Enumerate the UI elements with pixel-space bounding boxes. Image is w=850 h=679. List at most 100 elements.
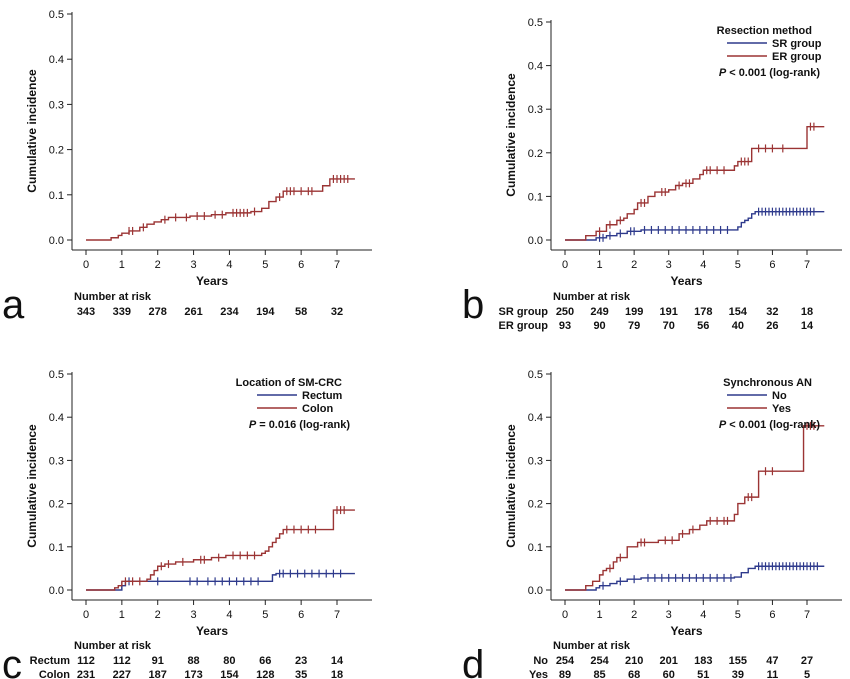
p-value-label: P < 0.001 (log-rank) [719, 67, 821, 79]
risk-row-label: Rectum [30, 655, 71, 667]
risk-table-cell: 191 [660, 306, 678, 318]
x-tick-label: 4 [226, 259, 232, 271]
x-tick-label: 5 [735, 259, 741, 271]
y-tick-label: 0.1 [49, 542, 64, 554]
risk-table-cell: 339 [113, 306, 131, 318]
risk-table-title: Number at risk [553, 291, 631, 303]
panel-a: 0.00.10.20.30.40.50 1 2 3 4 5 6 7YearsCumulativ… [2, 9, 372, 327]
risk-table-cell: 199 [625, 306, 643, 318]
series-line-1 [565, 210, 825, 241]
y-tick-label: 0.4 [49, 54, 64, 66]
y-tick-label: 0.4 [528, 61, 543, 73]
risk-table-cell: 56 [697, 320, 709, 332]
y-axis-title: Cumulative incidence [25, 424, 39, 548]
risk-table-cell: 14 [331, 655, 344, 667]
x-tick-label: 6 [298, 259, 304, 271]
x-tick-label: 2 [155, 609, 161, 621]
panel-d: 0.0 0.1 0.2 0.3 0.4 0.5 0 1 2 3 4 5 6 7 Years Cumulativ… [462, 369, 842, 679]
x-tick-label: 3 [191, 609, 197, 621]
risk-table-cell: 128 [256, 669, 274, 679]
y-tick-label: 0.4 [528, 412, 543, 424]
series-line-2 [565, 125, 825, 241]
legend-item-label: SR group [772, 38, 822, 50]
risk-table-cell: 261 [184, 306, 202, 318]
x-tick-label: 2 [155, 259, 161, 271]
x-axis-title: Years [196, 274, 228, 288]
risk-table-title: Number at risk [553, 640, 631, 652]
risk-table-cell: 254 [590, 655, 609, 667]
risk-table-cell: 66 [259, 655, 271, 667]
risk-table-cell: 254 [556, 655, 575, 667]
panel-c: 0.00.10.20.30.40.50 1 2 3 4 5 6 7YearsCumulativ… [2, 369, 372, 679]
series-line-1 [86, 178, 355, 241]
x-tick-label: 2 [631, 259, 637, 271]
risk-table-cell: 154 [729, 306, 748, 318]
risk-table-cell: 70 [663, 320, 675, 332]
risk-table-cell: 278 [149, 306, 167, 318]
y-tick-label: 0.1 [49, 190, 64, 202]
legend-title: Location of SM-CRC [236, 377, 342, 389]
risk-table-cell: 51 [697, 669, 709, 679]
y-axis-title: Cumulative incidence [504, 424, 518, 548]
series-line-1 [565, 565, 825, 591]
risk-table-title: Number at risk [74, 640, 152, 652]
x-tick-label: 6 [769, 259, 775, 271]
y-tick-label: 0.3 [49, 455, 64, 467]
risk-table-cell: 343 [77, 306, 95, 318]
x-axis-title: Years [670, 624, 702, 638]
x-tick-label: 0 [562, 259, 568, 271]
risk-table-cell: 93 [559, 320, 571, 332]
risk-table-cell: 187 [149, 669, 167, 679]
legend-title: Resection method [717, 25, 812, 37]
risk-table-cell: 88 [187, 655, 199, 667]
risk-table-cell: 68 [628, 669, 640, 679]
x-axis-title: Years [670, 274, 702, 288]
risk-table-cell: 11 [767, 669, 779, 679]
risk-table-cell: 40 [732, 320, 744, 332]
p-value-label: P = 0.016 (log-rank) [249, 419, 351, 431]
risk-table-cell: 35 [295, 669, 307, 679]
risk-table-cell: 194 [256, 306, 275, 318]
series-line-2 [565, 425, 825, 591]
risk-table-cell: 23 [295, 655, 307, 667]
risk-table-cell: 90 [593, 320, 605, 332]
x-tick-label: 6 [769, 609, 775, 621]
legend-item-label: ER group [772, 51, 822, 63]
x-axis-title: Years [196, 624, 228, 638]
y-tick-label: 0.1 [528, 542, 543, 554]
x-tick-label: 4 [700, 259, 706, 271]
x-tick-label: 5 [735, 609, 741, 621]
risk-table-cell: 173 [184, 669, 202, 679]
x-tick-label: 5 [262, 259, 268, 271]
risk-table-cell: 14 [801, 320, 814, 332]
x-tick-label: 2 [631, 609, 637, 621]
x-tick-label: 1 [597, 609, 603, 621]
x-tick-label: 1 [119, 259, 125, 271]
legend-item-label: Rectum [302, 390, 343, 402]
risk-table-cell: 234 [220, 306, 239, 318]
x-tick-label: 4 [226, 609, 232, 621]
x-tick-label: 4 [700, 609, 706, 621]
risk-table-cell: 18 [801, 306, 813, 318]
legend-title: Synchronous AN [723, 377, 812, 389]
risk-table-title: Number at risk [74, 291, 152, 303]
x-tick-label: 1 [119, 609, 125, 621]
y-tick-label: 0.5 [49, 369, 64, 381]
x-tick-label: 0 [562, 609, 568, 621]
risk-table-cell: 112 [113, 655, 131, 667]
risk-row-label: ER group [499, 320, 549, 332]
x-tick-label: 7 [334, 609, 340, 621]
risk-table-cell: 85 [593, 669, 605, 679]
risk-table-cell: 47 [766, 655, 778, 667]
y-tick-label: 0.3 [528, 455, 543, 467]
y-tick-label: 0.0 [49, 585, 64, 597]
risk-table-cell: 250 [556, 306, 574, 318]
risk-table-cell: 26 [766, 320, 778, 332]
risk-table-cell: 201 [660, 655, 678, 667]
legend-item-label: Colon [302, 403, 333, 415]
x-tick-label: 0 [83, 609, 89, 621]
risk-table-cell: 5 [804, 669, 810, 679]
risk-table-cell: 249 [590, 306, 608, 318]
series-line-2 [86, 509, 355, 591]
